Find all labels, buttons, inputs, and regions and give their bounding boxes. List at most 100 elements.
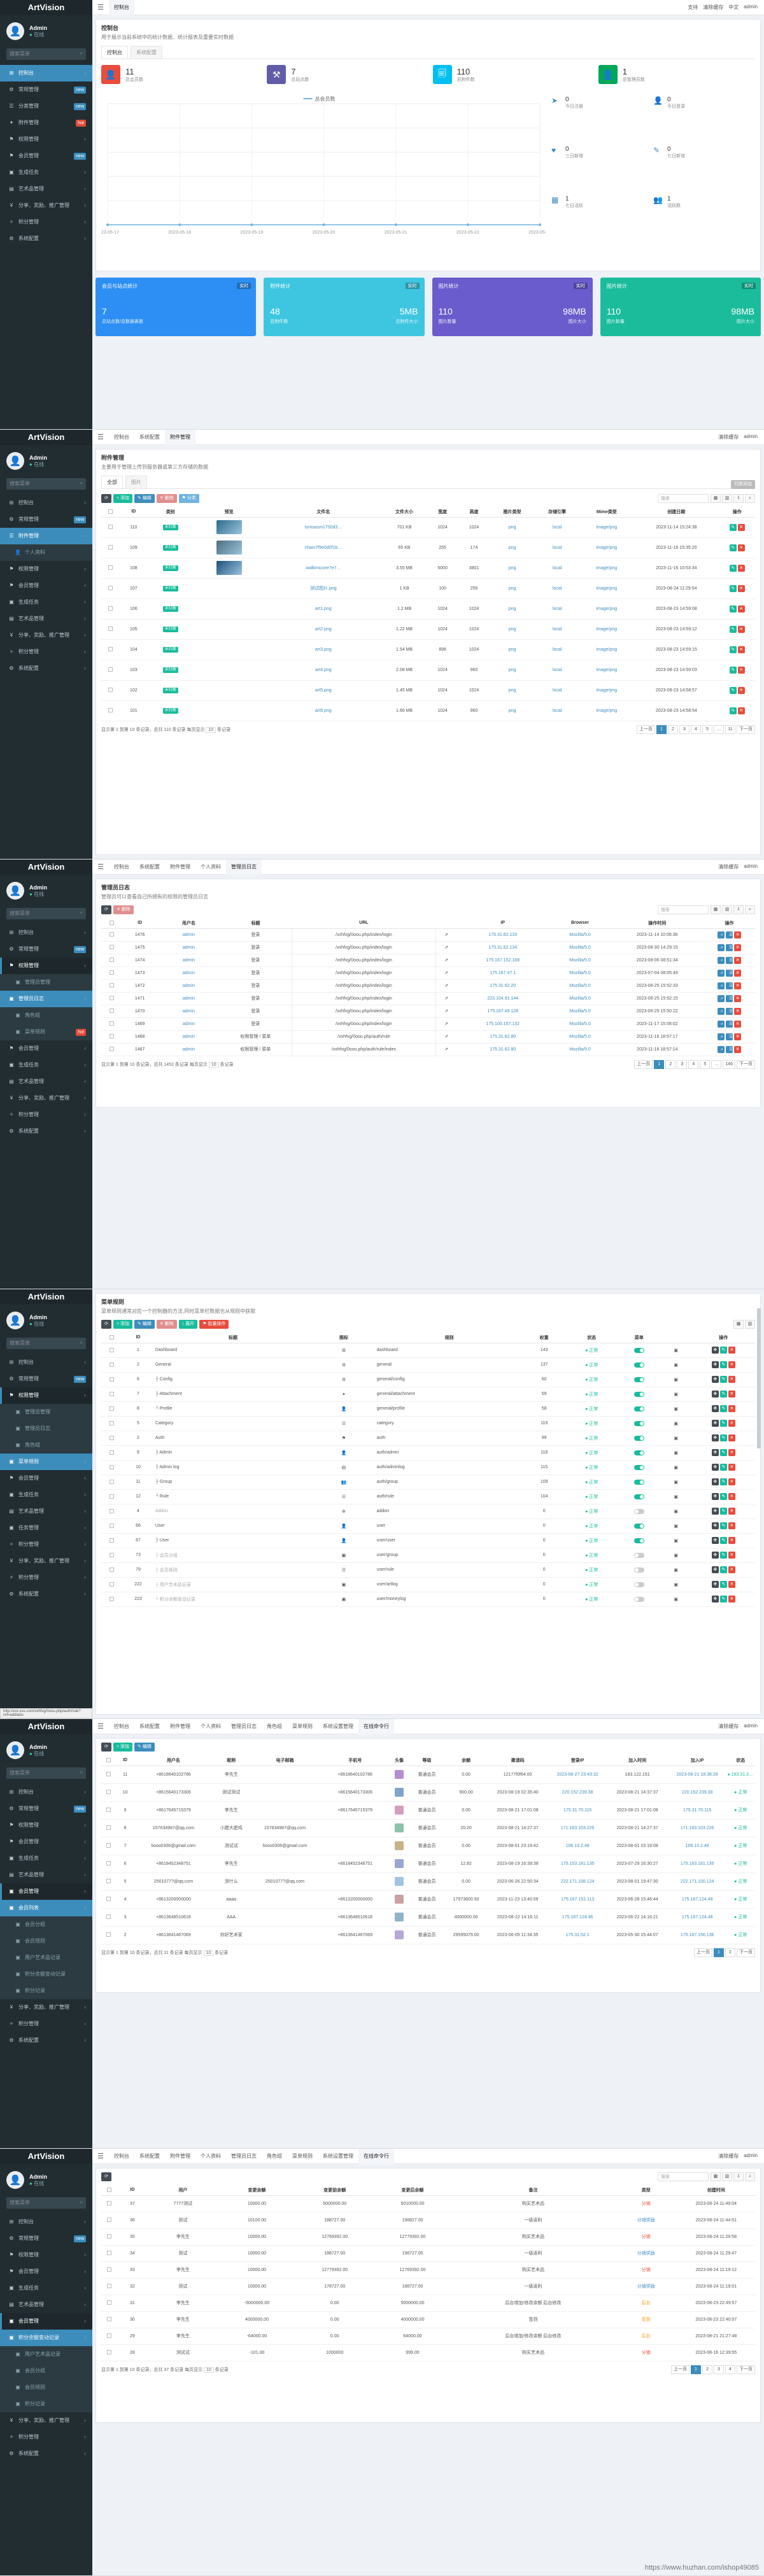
nav-tab[interactable]: 管理员日志: [231, 2153, 257, 2159]
sidebar-item[interactable]: ⊞ 控制台 ‹: [0, 1354, 92, 1371]
edit-icon[interactable]: ✎: [719, 1376, 727, 1383]
nav-tab[interactable]: 附件管理: [170, 2153, 190, 2159]
menu-switch[interactable]: [633, 1450, 644, 1455]
table-row[interactable]: 5 2501077?@qq.com 测什么 2501077?@qq.com 普通会员 0.…: [101, 1872, 755, 1891]
row-checkbox[interactable]: [106, 2267, 111, 2272]
table-row[interactable]: 1472 admin 登录/xxhfvg/0oou.php/index/login ⇗…: [101, 979, 755, 993]
sidebar-item[interactable]: ¥ 分享、奖励、推广管理 ‹: [0, 627, 92, 644]
table-row[interactable]: 7 ├ Attachment ✦ general/attachment 59 ● 正常 ▣ ✥…: [101, 1387, 755, 1402]
sidebar-item[interactable]: ⚑ 权限管理 ‹: [0, 2247, 92, 2263]
table-row[interactable]: 108 未归类 walkinscore7e7… 3.55 MB 5000 3801 png l…: [101, 558, 755, 579]
sidebar-item[interactable]: ⊞ 控制台 ‹: [0, 2214, 92, 2230]
table-row[interactable]: 28 测试试 -101.00 1000000 999.00 购买艺术品 分销 2023-08-…: [101, 2344, 755, 2361]
delete-icon[interactable]: ✕: [737, 544, 745, 551]
column-header[interactable]: 备注: [451, 2185, 615, 2196]
view-icon[interactable]: ⌕: [718, 956, 725, 964]
column-header[interactable]: 类型: [614, 2185, 677, 2196]
view-icon[interactable]: ⌕: [718, 994, 725, 1002]
add-button[interactable]: + 添加: [113, 494, 133, 503]
column-header[interactable]: [101, 1333, 123, 1343]
sidebar-item[interactable]: ☰ 附件管理 ‹: [0, 528, 92, 544]
table-row[interactable]: 1471 admin 登录/xxhfvg/0oou.php/index/login ⇗…: [101, 991, 755, 1005]
tab-system-config[interactable]: 系统配置: [131, 46, 162, 59]
nav-tab[interactable]: 菜单规则: [292, 1723, 313, 1729]
view-icon[interactable]: ⌕: [718, 944, 725, 951]
table-search-input[interactable]: 搜索: [658, 2172, 709, 2181]
sidebar-item[interactable]: ▣ 管理员管理: [0, 1404, 92, 1420]
row-checkbox[interactable]: [110, 1347, 115, 1352]
column-header[interactable]: 昵称: [213, 1755, 250, 1766]
table-row[interactable]: 11 +8618640102786 李先生 +8618640102786 普通会员 0.0…: [101, 1766, 755, 1784]
drag-icon[interactable]: ✥: [711, 1566, 719, 1573]
menu-toggle-icon[interactable]: ☰: [97, 434, 104, 441]
column-header[interactable]: 等级: [408, 1755, 446, 1766]
refresh-icon[interactable]: ⟳: [101, 905, 111, 914]
sidebar-item[interactable]: ▣ 积分余额变动记录: [0, 1966, 92, 1983]
admin-menu[interactable]: admin: [744, 434, 758, 439]
menu-switch[interactable]: [633, 1523, 644, 1529]
edit-icon[interactable]: ✎: [719, 1434, 727, 1441]
table-row[interactable]: 107 未归类 测试图片.png 1 KB 100 256 png local image/pn…: [101, 578, 755, 599]
select-all-checkbox[interactable]: [109, 921, 114, 926]
nav-tab[interactable]: 角色组: [267, 2153, 282, 2159]
row-checkbox[interactable]: [109, 1008, 114, 1014]
table-row[interactable]: 67 ├ User 👤 user/user 0 ● 正常 ▣ ✥ ✎ ✕: [101, 1533, 755, 1548]
sidebar-item[interactable]: ✧ 积分管理 ‹: [0, 1569, 92, 1586]
column-header[interactable]: 图标: [312, 1333, 376, 1343]
sidebar-item[interactable]: ▣ 用户艺术品记录: [0, 1950, 92, 1966]
sidebar-item[interactable]: ⚙ 系统配置 ‹: [0, 2445, 92, 2462]
edit-icon[interactable]: ✎: [719, 1596, 727, 1603]
detail-icon[interactable]: ☰: [726, 1020, 733, 1028]
select-all-checkbox[interactable]: [110, 1335, 115, 1340]
nav-tab[interactable]: 控制台: [114, 1723, 129, 1729]
row-checkbox[interactable]: [110, 1479, 115, 1484]
delete-icon[interactable]: ✕: [737, 564, 745, 572]
table-row[interactable]: 30 李先生 4000000.00 0.00 4000000.00 签到 签到 2023-08…: [101, 2311, 755, 2328]
row-checkbox[interactable]: [110, 1406, 115, 1411]
edit-icon[interactable]: ✎: [729, 605, 737, 612]
page-button[interactable]: …: [714, 725, 724, 734]
column-header[interactable]: 状态: [726, 1755, 755, 1766]
table-row[interactable]: 105 未归类 art2.png 1.22 MB 1024 1024 png local ima…: [101, 619, 755, 640]
filter-icon[interactable]: ⌕: [745, 2172, 755, 2181]
menu-switch[interactable]: [633, 1391, 644, 1397]
view-icon[interactable]: ⌕: [718, 931, 725, 938]
table-row[interactable]: 2 General ⚙ general 137 ● 正常 ▣ ✥ ✎ ✕: [101, 1357, 755, 1373]
delete-icon[interactable]: ✕: [728, 1552, 735, 1559]
batch-button[interactable]: ⚑ 批量操作: [199, 1320, 229, 1329]
drag-icon[interactable]: ✥: [711, 1493, 719, 1500]
row-checkbox[interactable]: [110, 1435, 115, 1440]
nav-tab[interactable]: 系统配置: [139, 863, 160, 870]
sidebar-item[interactable]: ⚙ 常规管理 new: [0, 511, 92, 528]
column-header[interactable]: [101, 2185, 117, 2196]
column-header[interactable]: [660, 1333, 692, 1343]
sidebar-item[interactable]: ▣ 用户艺术品记录: [0, 2346, 92, 2363]
page-button[interactable]: 1: [656, 725, 667, 734]
column-header[interactable]: 用户名: [157, 918, 220, 929]
page-button[interactable]: 2: [725, 1948, 735, 1957]
admin-menu[interactable]: admin: [744, 4, 758, 10]
menu-toggle-icon[interactable]: ☰: [97, 1723, 104, 1730]
edit-icon[interactable]: ✎: [719, 1361, 727, 1368]
row-checkbox[interactable]: [110, 1391, 115, 1396]
row-checkbox[interactable]: [106, 2284, 111, 2289]
classify-button[interactable]: ⚑ 分类: [178, 494, 199, 503]
sidebar-search-input[interactable]: 搜索菜单 ⌕: [6, 1338, 86, 1349]
tab-images[interactable]: 图片: [125, 476, 147, 488]
column-header[interactable]: 操作: [704, 918, 755, 929]
detail-icon[interactable]: ☰: [726, 944, 733, 951]
column-header[interactable]: 宽度: [427, 507, 458, 518]
delete-icon[interactable]: ✕: [728, 1493, 735, 1500]
column-header[interactable]: 标题: [219, 918, 292, 929]
sidebar-item[interactable]: ⚙ 常规管理 new: [0, 2230, 92, 2247]
detail-icon[interactable]: ☰: [726, 994, 733, 1002]
table-row[interactable]: 4 +8613200000000 aaaa +8613200000000 普通会员 179…: [101, 1890, 755, 1909]
column-header[interactable]: 电子邮箱: [250, 1755, 320, 1766]
sidebar-item[interactable]: ⚑ 权限管理 ‹: [0, 1817, 92, 1834]
table-row[interactable]: 1470 admin 登录/xxhfvg/0oou.php/index/login ⇗…: [101, 1004, 755, 1018]
row-checkbox[interactable]: [106, 2300, 111, 2305]
sidebar-item[interactable]: ⚑ 权限管理 ‹: [0, 131, 92, 148]
row-checkbox[interactable]: [106, 1843, 111, 1848]
page-button[interactable]: 下一页: [737, 1059, 755, 1069]
column-header[interactable]: 变更余额: [218, 2185, 296, 2196]
